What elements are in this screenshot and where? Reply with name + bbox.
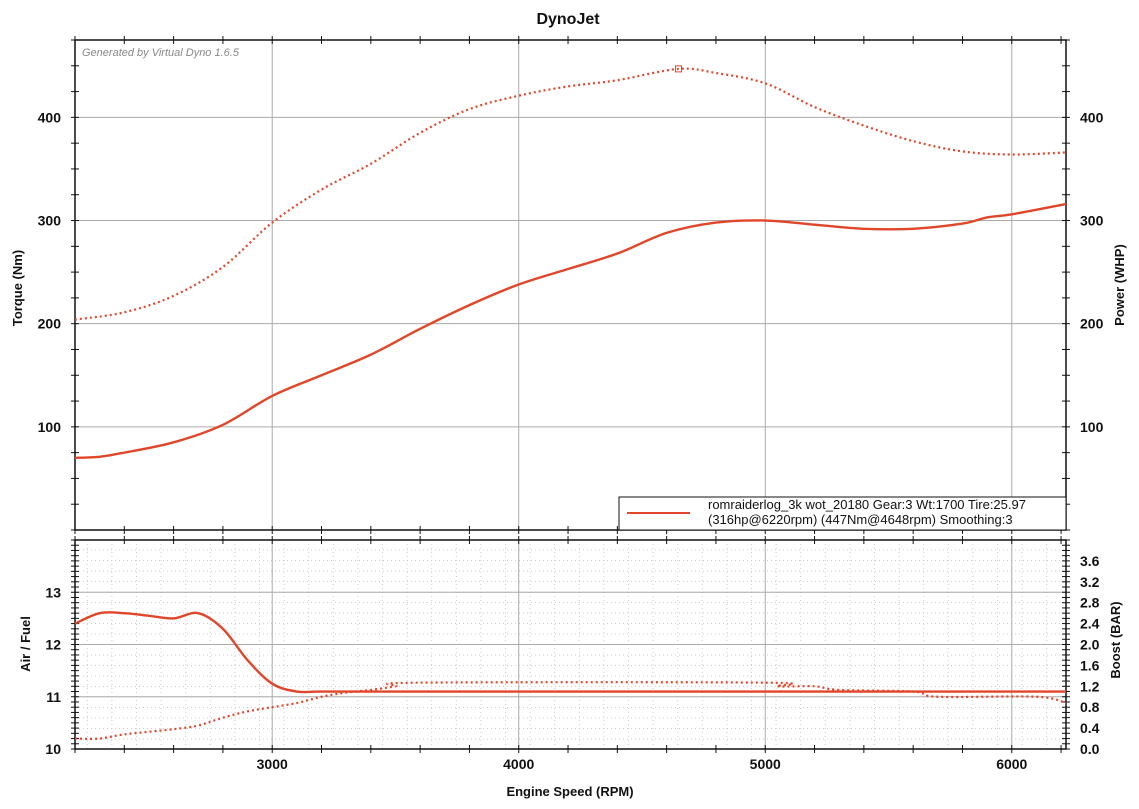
y-axis-label-afr: Air / Fuel <box>18 616 33 672</box>
legend-line-2: (316hp@6220rpm) (447Nm@4648rpm) Smoothin… <box>708 512 1013 527</box>
y-tick-label: 300 <box>38 213 62 229</box>
y2-tick-label: 0.0 <box>1080 741 1100 757</box>
plot-frame <box>74 539 1067 750</box>
y-tick-label: 12 <box>45 637 61 653</box>
y-tick-label: 100 <box>38 419 62 435</box>
torque-power-plot: 100 200 300 400 100 200 300 400 <box>38 36 1104 534</box>
y2-tick-label: 2.8 <box>1080 595 1100 611</box>
peak-marker <box>674 65 682 73</box>
legend-line-1: romraiderlog_3k wot_20180 Gear:3 Wt:1700… <box>708 497 1026 512</box>
x-tick-label: 4000 <box>503 756 534 772</box>
afr-boost-plot: 10 11 12 13 3000 4000 5000 6000 0.0 0.4 0.8 1.2 1.6 2… <box>45 536 1100 772</box>
y2-tick-label: 0.8 <box>1080 699 1100 715</box>
y2-tick-label: 300 <box>1080 213 1104 229</box>
x-tick-label: 5000 <box>750 756 781 772</box>
series-power-line <box>74 202 1067 459</box>
y2-tick-label: 1.2 <box>1080 678 1100 694</box>
x-tick-label: 3000 <box>257 756 288 772</box>
plot-frame <box>74 39 1067 531</box>
y2-axis-label-boost: Boost (BAR) <box>1108 601 1123 678</box>
y2-tick-label: 3.2 <box>1080 574 1100 590</box>
y-tick-label: 200 <box>38 316 62 332</box>
y2-tick-label: 1.6 <box>1080 657 1100 673</box>
y2-tick-label: 2.0 <box>1080 637 1100 653</box>
series-torque-line <box>74 67 1067 321</box>
y2-tick-label: 400 <box>1080 109 1104 125</box>
y2-tick-label: 0.4 <box>1080 720 1100 736</box>
y2-tick-label: 2.4 <box>1080 616 1100 632</box>
x-axis-label: Engine Speed (RPM) <box>506 784 633 799</box>
watermark: Generated by Virtual Dyno 1.6.5 <box>82 47 240 59</box>
legend-box <box>618 496 1067 531</box>
y2-tick-label: 3.6 <box>1080 553 1100 569</box>
legend: romraiderlog_3k wot_20180 Gear:3 Wt:1700… <box>618 496 1067 531</box>
x-tick-label: 6000 <box>996 756 1027 772</box>
y-tick-label: 13 <box>45 584 61 600</box>
y2-tick-label: 100 <box>1080 419 1104 435</box>
y-tick-label: 10 <box>45 741 61 757</box>
y2-axis-label-power: Power (WHP) <box>1112 244 1127 326</box>
y-tick-label: 400 <box>38 109 62 125</box>
series-air-fuel-line <box>74 611 1066 694</box>
y-tick-label: 11 <box>46 689 61 705</box>
y2-tick-label: 200 <box>1080 316 1104 332</box>
chart-title: DynoJet <box>536 11 600 28</box>
y-axis-label-torque: Torque (Nm) <box>10 250 25 326</box>
